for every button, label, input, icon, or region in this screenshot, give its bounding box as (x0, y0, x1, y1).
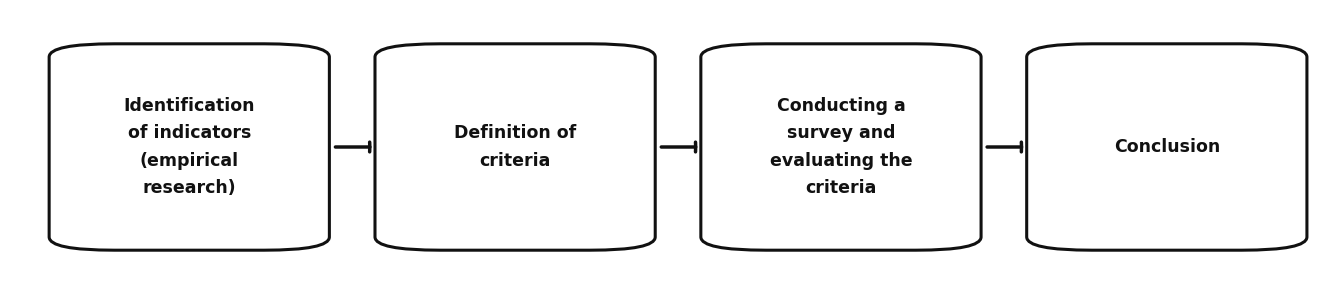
FancyBboxPatch shape (375, 44, 656, 250)
FancyBboxPatch shape (1027, 44, 1307, 250)
Text: Conducting a
survey and
evaluating the
criteria: Conducting a survey and evaluating the c… (770, 97, 912, 197)
Text: Identification
of indicators
(empirical
research): Identification of indicators (empirical … (124, 97, 255, 197)
Text: Conclusion: Conclusion (1113, 138, 1220, 156)
FancyBboxPatch shape (701, 44, 982, 250)
Text: Definition of
criteria: Definition of criteria (454, 124, 576, 170)
FancyBboxPatch shape (49, 44, 330, 250)
